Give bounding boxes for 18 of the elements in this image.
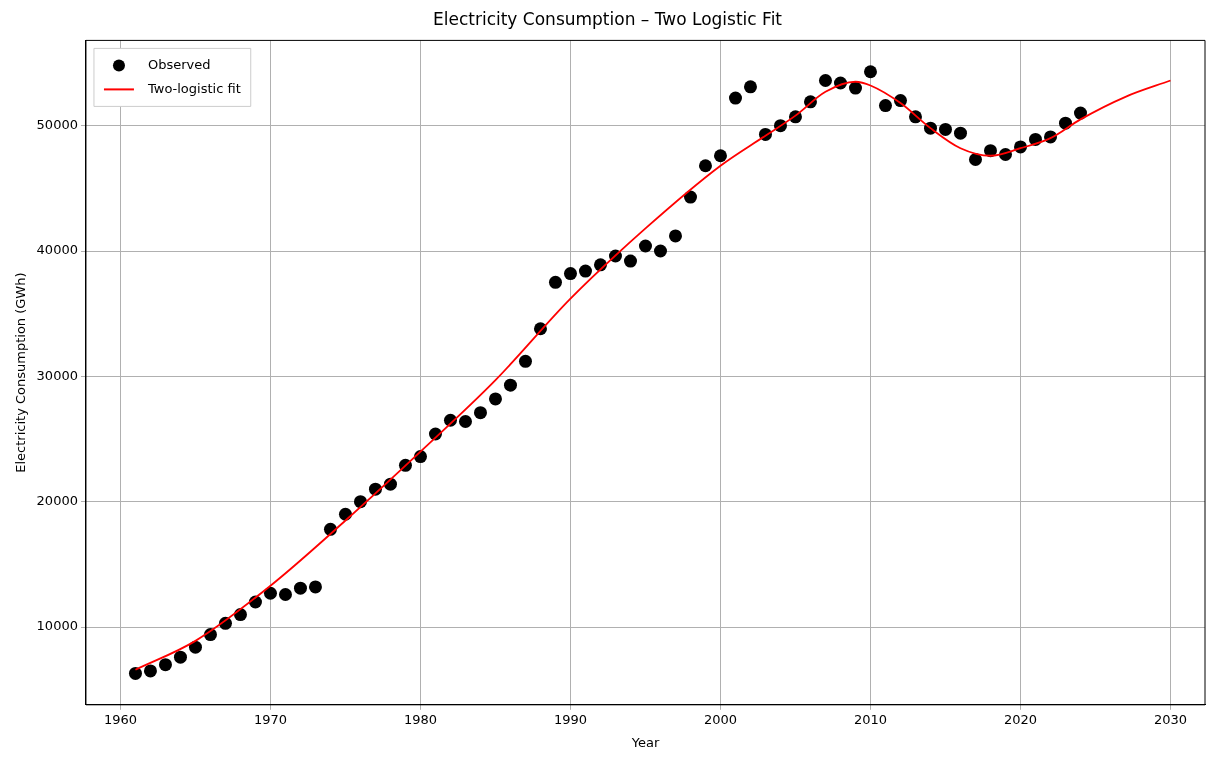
x-tick-label: 1970 <box>253 711 288 727</box>
y-tick-label: 40000 <box>36 242 78 258</box>
x-tick-label: 2000 <box>703 711 738 727</box>
x-tick-label: 2020 <box>1003 711 1038 727</box>
y-tick-label: 30000 <box>36 367 78 383</box>
legend-label: Observed <box>147 56 211 72</box>
y-tick-label: 50000 <box>36 117 78 133</box>
x-tick-label: 1980 <box>403 711 438 727</box>
x-tick-label: 1990 <box>553 711 588 727</box>
x-tick-label: 2030 <box>1153 711 1188 727</box>
y-tick-label: 20000 <box>36 493 78 509</box>
y-tick-label: 10000 <box>36 618 78 634</box>
x-tick-label: 1960 <box>103 711 137 727</box>
y-axis-title: Electricity Consumption (GWh) <box>13 272 29 473</box>
chart-title: Electricity Consumption – Two Logistic Fit <box>432 8 783 29</box>
x-tick-label: 2010 <box>853 711 888 727</box>
legend-label: Two-logistic fit <box>146 80 241 96</box>
x-axis-title: Year <box>630 734 660 750</box>
